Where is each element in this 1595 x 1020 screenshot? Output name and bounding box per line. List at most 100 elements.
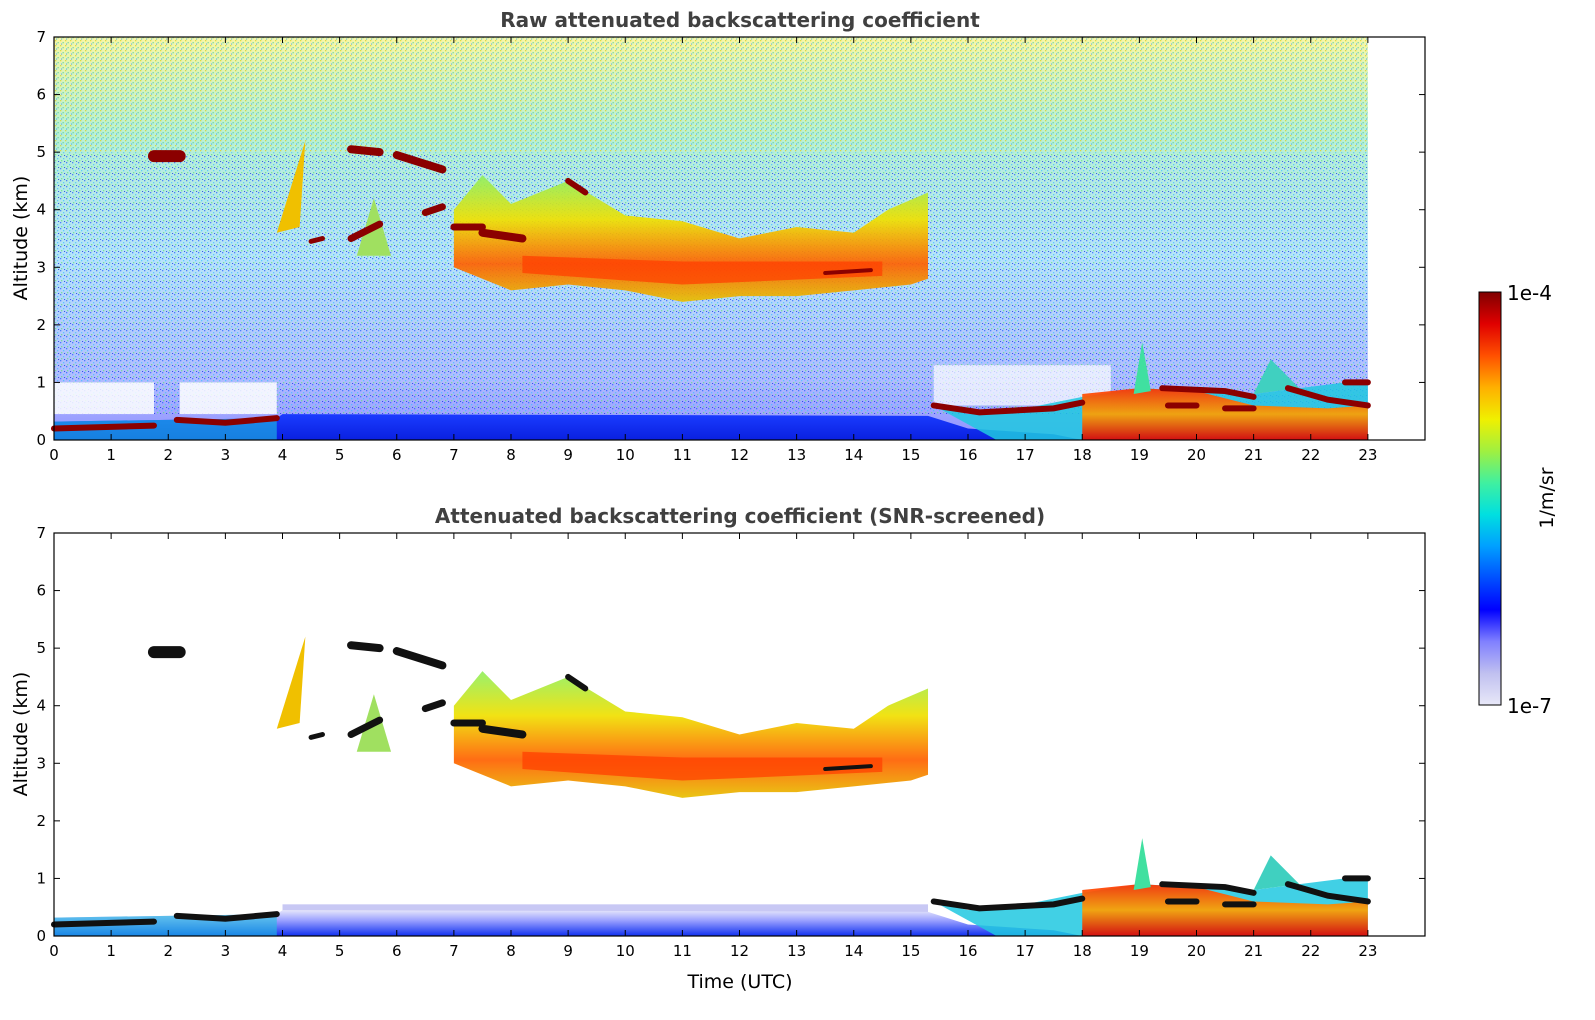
x-tick-label: 11 xyxy=(673,942,692,960)
x-tick-label: 1 xyxy=(106,446,116,464)
boundary-layer xyxy=(54,414,1083,440)
cirrus-wisp xyxy=(276,140,306,233)
x-tick-label: 20 xyxy=(1187,942,1206,960)
x-tick-label: 7 xyxy=(449,446,459,464)
x-tick-label: 20 xyxy=(1187,446,1206,464)
cloud-core xyxy=(522,751,883,781)
colorbar xyxy=(1478,291,1502,706)
cloud-core xyxy=(823,268,873,276)
y-tick-label: 5 xyxy=(36,639,46,657)
x-tick-label: 8 xyxy=(506,942,516,960)
x-tick-label: 9 xyxy=(563,942,573,960)
y-tick-label: 5 xyxy=(36,143,46,161)
afternoon-layer-top xyxy=(930,895,1086,912)
x-tick-label: 13 xyxy=(787,446,806,464)
boundary-layer xyxy=(54,910,1083,936)
cloud-layer xyxy=(308,236,325,244)
x-tick-label: 12 xyxy=(730,446,749,464)
x-tick-label: 11 xyxy=(673,446,692,464)
afternoon-layer-top xyxy=(1284,881,1371,905)
x-tick-label: 19 xyxy=(1130,942,1149,960)
cirrus-wisp xyxy=(276,636,306,729)
convective-spike xyxy=(1133,342,1151,394)
x-tick-label: 5 xyxy=(335,942,345,960)
surface-layer-top xyxy=(51,422,157,432)
precipitation xyxy=(1082,388,1368,440)
y-tick-label: 1 xyxy=(36,869,46,887)
cloud-layer xyxy=(347,641,384,653)
surface-layer-top xyxy=(173,911,280,922)
y-tick-label: 4 xyxy=(36,201,46,219)
cloud-base xyxy=(478,228,527,243)
x-tick-label: 7 xyxy=(449,942,459,960)
cloud-base xyxy=(565,177,589,196)
afternoon-layer-top xyxy=(1159,881,1257,896)
x-tick-label: 8 xyxy=(506,446,516,464)
x-tick-label: 17 xyxy=(1016,446,1035,464)
x-tick-label: 15 xyxy=(901,942,920,960)
x-tick-label: 3 xyxy=(221,942,231,960)
x-tick-label: 0 xyxy=(49,446,59,464)
x-tick-label: 0 xyxy=(49,942,59,960)
cloud-layer xyxy=(392,647,447,670)
cloud-layer xyxy=(347,145,384,157)
aerosol-haze xyxy=(282,904,929,913)
x-tick-label: 9 xyxy=(563,446,573,464)
surface-layer-top xyxy=(51,918,157,928)
surface-layer-top xyxy=(173,415,280,426)
x-tick-label: 5 xyxy=(335,446,345,464)
x-tick-label: 4 xyxy=(278,942,288,960)
bottom-chart-title: Attenuated backscattering coefficient (S… xyxy=(435,504,1045,528)
y-tick-label: 7 xyxy=(36,28,46,46)
convective-spike xyxy=(1133,838,1151,890)
y-tick-label: 1 xyxy=(36,373,46,391)
x-tick-label: 18 xyxy=(1073,942,1092,960)
x-tick-label: 4 xyxy=(278,446,288,464)
afternoon-layer-top xyxy=(1159,385,1257,400)
y-tick-label: 6 xyxy=(36,86,46,104)
x-tick-label: 18 xyxy=(1073,446,1092,464)
top-y-axis-label: Altitude (km) xyxy=(10,176,32,301)
raw-backscatter-panel xyxy=(51,37,1371,440)
y-tick-label: 2 xyxy=(36,812,46,830)
y-tick-label: 0 xyxy=(36,927,46,945)
upper-noise xyxy=(54,37,1368,153)
clear-gap xyxy=(179,382,277,415)
colorbar-label: 1/m/sr xyxy=(1536,467,1558,528)
x-tick-label: 19 xyxy=(1130,446,1149,464)
x-tick-label: 21 xyxy=(1244,942,1263,960)
afternoon-layer-top xyxy=(1284,385,1371,409)
x-tick-label: 15 xyxy=(901,446,920,464)
y-tick-label: 2 xyxy=(36,316,46,334)
cloud-layer xyxy=(421,699,446,713)
x-tick-label: 2 xyxy=(163,446,173,464)
x-tick-label: 21 xyxy=(1244,446,1263,464)
y-tick-label: 3 xyxy=(36,258,46,276)
x-tick-label: 14 xyxy=(844,446,863,464)
x-tick-label: 17 xyxy=(1016,942,1035,960)
precipitation xyxy=(1082,884,1368,936)
x-tick-label: 2 xyxy=(163,942,173,960)
screened-backscatter-panel xyxy=(51,636,1371,936)
y-tick-label: 6 xyxy=(36,582,46,600)
cloud-layer xyxy=(308,732,325,740)
x-tick-label: 6 xyxy=(392,942,402,960)
x-tick-label: 22 xyxy=(1301,942,1320,960)
x-tick-label: 22 xyxy=(1301,446,1320,464)
x-tick-label: 10 xyxy=(616,446,635,464)
top-chart-title: Raw attenuated backscattering coefficien… xyxy=(500,8,980,32)
x-tick-label: 6 xyxy=(392,446,402,464)
y-tick-label: 3 xyxy=(36,754,46,772)
x-tick-label: 12 xyxy=(730,942,749,960)
x-tick-label: 16 xyxy=(958,446,977,464)
cloud-layer xyxy=(347,716,384,738)
cloud-base xyxy=(565,673,589,692)
x-tick-label: 10 xyxy=(616,942,635,960)
y-tick-label: 7 xyxy=(36,524,46,542)
cloud-layer xyxy=(421,203,446,217)
bottom-x-axis-label: Time (UTC) xyxy=(686,971,792,993)
bottom-y-axis-label: Altitude (km) xyxy=(10,672,32,797)
x-tick-label: 23 xyxy=(1358,942,1377,960)
